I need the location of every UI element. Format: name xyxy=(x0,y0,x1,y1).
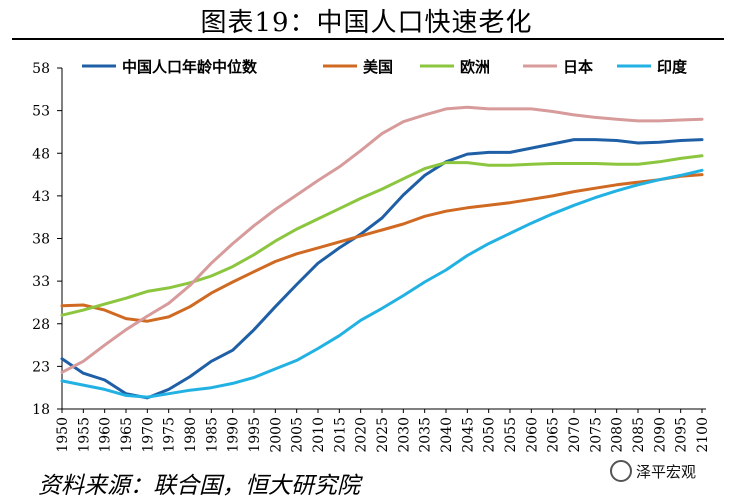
legend-label-3: 日本 xyxy=(563,58,593,76)
x-tick-labels: 1950 1955 1960 1965 1970 1975 1980 1985 1990 1995… xyxy=(55,417,711,453)
x-tick-label: 2050 xyxy=(482,417,498,453)
x-tick-label: 2100 xyxy=(695,417,711,453)
x-tick-label: 2025 xyxy=(375,417,391,453)
source-note: 资料来源：联合国，恒大研究院 xyxy=(38,473,360,499)
x-tick-label: 2035 xyxy=(418,417,434,453)
x-tick-label: 2005 xyxy=(290,417,306,453)
x-tick-label: 1955 xyxy=(76,417,92,453)
x-tick-label: 2060 xyxy=(524,417,540,453)
x-tick-label: 2015 xyxy=(332,417,348,453)
x-tick-label: 2040 xyxy=(439,417,455,453)
y-tick-label: 58 xyxy=(32,61,50,77)
x-tick-label: 2020 xyxy=(354,417,370,453)
x-tick-label: 2095 xyxy=(674,417,690,453)
legend-label-1: 美国 xyxy=(363,58,393,76)
y-tick-label: 18 xyxy=(32,402,50,418)
legend-label-2: 欧洲 xyxy=(460,58,490,76)
x-tick-label: 1995 xyxy=(247,417,263,453)
series-line-2 xyxy=(60,154,704,317)
x-tick-label: 1985 xyxy=(204,417,220,453)
y-tick-label: 28 xyxy=(32,317,50,333)
y-tick-labels: 18 23 28 33 38 43 48 53 58 xyxy=(32,61,50,418)
y-tick-label: 48 xyxy=(32,146,50,162)
y-tick-label: 53 xyxy=(32,104,50,120)
watermark-label: 泽平宏观 xyxy=(636,462,697,481)
series-line-3 xyxy=(60,105,704,374)
x-tick-label: 1960 xyxy=(98,417,114,453)
x-tick-label: 2030 xyxy=(396,417,412,453)
watermark: 泽平宏观 xyxy=(610,460,696,482)
x-tick-label: 1950 xyxy=(55,417,71,453)
x-tick-label: 2065 xyxy=(546,417,562,453)
y-tick-label: 33 xyxy=(32,274,50,290)
x-tick-label: 1970 xyxy=(140,417,156,453)
x-tick-label: 2090 xyxy=(652,417,668,453)
x-tick-label: 1980 xyxy=(183,417,199,453)
chart-title: 图表19：中国人口快速老化 xyxy=(200,8,533,38)
series-line-0 xyxy=(60,138,704,400)
title-rule xyxy=(12,38,724,40)
x-tick-label: 2010 xyxy=(311,417,327,453)
legend-label-4: 印度 xyxy=(657,58,688,76)
series-lines xyxy=(60,105,704,400)
series-line-1 xyxy=(60,173,704,323)
x-tick-label: 1975 xyxy=(162,417,178,453)
x-tick-label: 1990 xyxy=(226,417,242,453)
x-tick-label: 1965 xyxy=(119,417,135,453)
x-tick-label: 2000 xyxy=(268,417,284,453)
y-tick-label: 38 xyxy=(32,232,50,248)
chart-axes xyxy=(57,67,706,413)
x-tick-label: 2085 xyxy=(631,417,647,453)
x-tick-label: 2045 xyxy=(460,417,476,453)
y-tick-label: 43 xyxy=(32,189,50,205)
x-tick-label: 2080 xyxy=(610,417,626,453)
legend-label-0: 中国人口年龄中位数 xyxy=(122,58,258,76)
y-tick-label: 23 xyxy=(32,359,50,375)
wechat-icon xyxy=(610,460,632,482)
x-tick-label: 2075 xyxy=(588,417,604,453)
x-tick-label: 2055 xyxy=(503,417,519,453)
series-line-4 xyxy=(60,168,704,399)
legend: 中国人口年龄中位数 美国 欧洲 日本 印度 xyxy=(82,58,688,76)
x-tick-label: 2070 xyxy=(567,417,583,453)
